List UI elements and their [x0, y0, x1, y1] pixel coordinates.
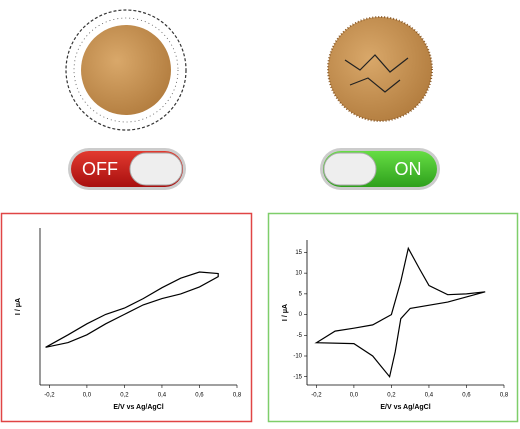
switch-label: OFF: [82, 159, 118, 179]
panel-frame: [0, 212, 253, 423]
y-axis-label: I / μA: [282, 304, 289, 321]
x-tick-label: 0,6: [195, 393, 204, 399]
y-tick-label: 10: [295, 271, 302, 277]
x-tick-label: 0,8: [233, 393, 242, 399]
particle-off: [65, 9, 187, 131]
x-tick-label: -0,2: [311, 393, 322, 399]
y-tick-label: -5: [297, 333, 303, 339]
x-tick-label: 0,6: [462, 393, 471, 399]
x-tick-label: 0,0: [83, 393, 92, 399]
switch-off: OFF: [68, 148, 186, 190]
panel-frame: [267, 212, 519, 423]
x-axis-label: E/V vs Ag/AgCl: [380, 404, 430, 411]
x-tick-label: 0,4: [158, 393, 167, 399]
y-tick-label: 15: [295, 250, 302, 256]
x-tick-label: 0,2: [120, 393, 129, 399]
y-tick-label: -15: [293, 374, 302, 380]
x-tick-label: -0,2: [44, 393, 55, 399]
charts: -0,2 0,0 0,2 0,4 0,6 0,8 E/V vs Ag/AgCl I / μA -…: [15, 228, 509, 411]
particle-on: [327, 16, 433, 122]
x-tick-label: 0,4: [425, 393, 434, 399]
y-axis-label: I / μA: [15, 298, 22, 315]
y-tick-label: 0: [299, 312, 303, 318]
cv-curve: [45, 271, 219, 348]
x-tick-label: 0,0: [350, 393, 359, 399]
switch-on: ON: [320, 148, 440, 190]
x-tick-label: 0,2: [387, 393, 396, 399]
cv-curve: [314, 246, 486, 379]
x-tick-label: 0,8: [500, 393, 509, 399]
x-axis-label: E/V vs Ag/AgCl: [113, 404, 163, 411]
y-tick-label: 5: [299, 291, 303, 297]
y-tick-label: -10: [293, 354, 302, 360]
switch-label: ON: [395, 159, 422, 179]
